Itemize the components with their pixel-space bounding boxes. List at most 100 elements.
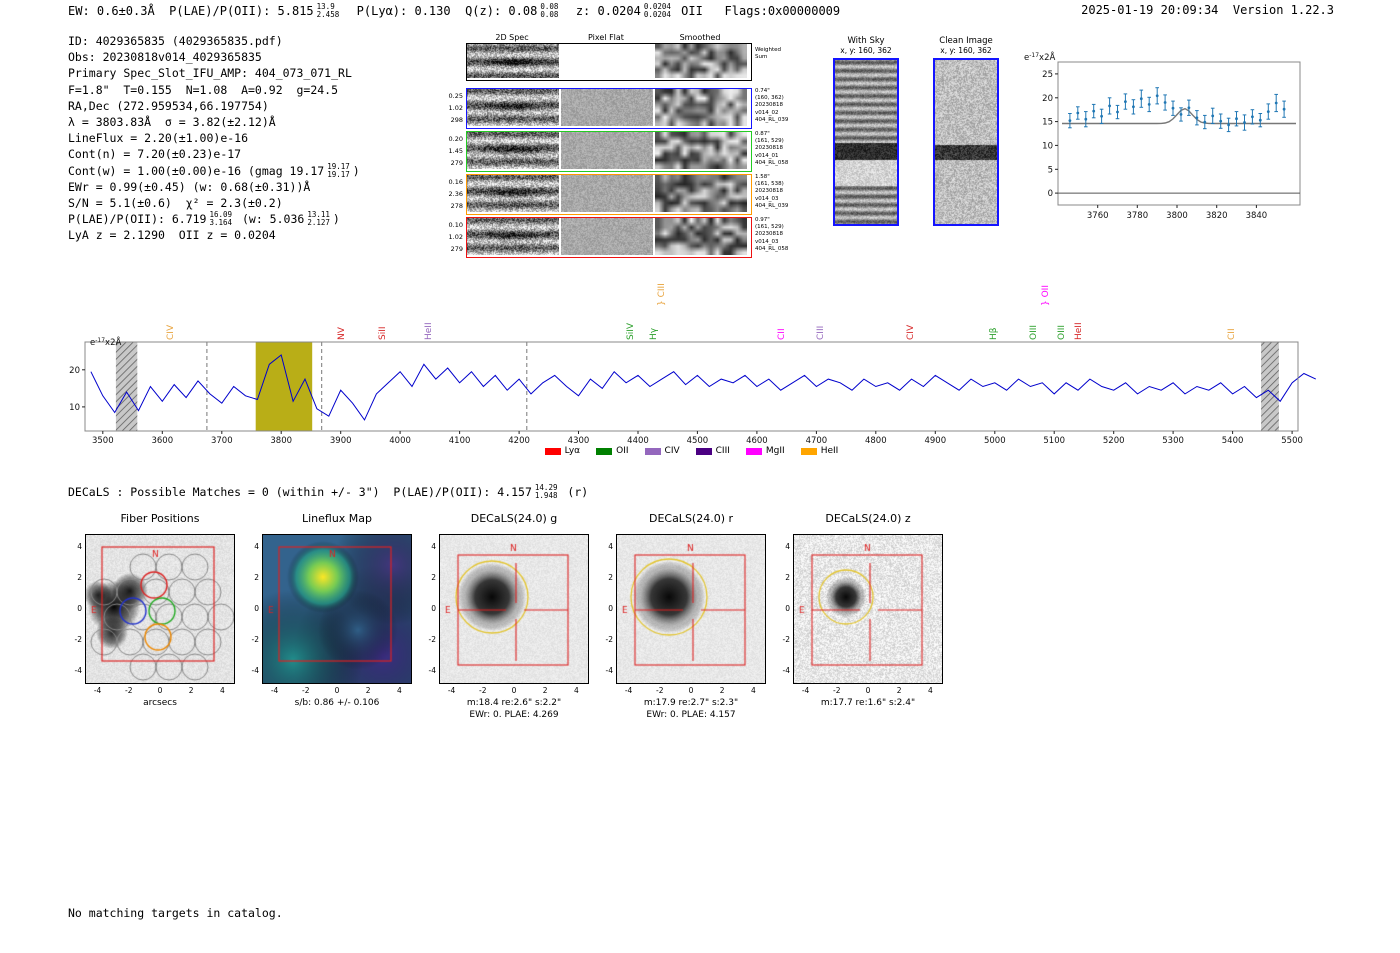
svg-text:4500: 4500 xyxy=(687,436,709,446)
panel-title: DECaLS(24.0) z xyxy=(825,512,911,525)
svg-text:5: 5 xyxy=(1048,165,1053,175)
decals-plae-text: P(LAE)/P(OII): 4.157 xyxy=(393,485,532,499)
decals_z-image xyxy=(794,535,942,683)
2d-spec-row xyxy=(466,217,752,258)
svg-text:5200: 5200 xyxy=(1103,436,1125,446)
svg-text:4100: 4100 xyxy=(449,436,471,446)
y-tick-label: 2 xyxy=(608,572,613,582)
info-line: Primary Spec_Slot_IFU_AMP: 404_073_071_R… xyxy=(68,66,352,81)
cutout-panels-row: Fiber Positions -4 -4 -2 -2 0 0 2 2 4 4 arcsecs Line… xyxy=(0,512,1400,727)
2d-spec-row xyxy=(466,131,752,172)
header-plae: P(LAE)/P(OII): 5.815 xyxy=(169,4,314,18)
decals-band-text: (r) xyxy=(560,485,589,499)
cutout-panel-decals_r: DECaLS(24.0) r -4 -4 -2 -2 0 0 2 2 4 4 m:17.9 re:2.… xyxy=(606,512,766,720)
row-weight-values: 0.25 1.02 298 xyxy=(448,92,463,124)
weighted-smoothed-image xyxy=(655,44,747,78)
header-z-range: 0.0204 0.0204 xyxy=(643,2,671,19)
footer-notes: No matching targets in catalog. Row inte… xyxy=(68,876,283,953)
info-line: Cont(n) = 7.20(±0.23)e-17 xyxy=(68,147,242,162)
svg-text:3760: 3760 xyxy=(1087,211,1109,221)
svg-text:10: 10 xyxy=(69,403,80,413)
svg-text:5300: 5300 xyxy=(1162,436,1184,446)
svg-text:3840: 3840 xyxy=(1246,211,1268,221)
clean-image-panel: Clean Image x, y: 160, 362 xyxy=(928,36,1004,226)
svg-text:3600: 3600 xyxy=(151,436,173,446)
panel-xlabel: m:18.4 re:2.6" s:2.2" xyxy=(466,698,562,708)
smoothed-image xyxy=(655,89,747,126)
emission-line-label: CII xyxy=(1227,328,1237,340)
svg-text:3820: 3820 xyxy=(1206,211,1228,221)
legend-item: HeII xyxy=(800,446,838,456)
svg-text:3700: 3700 xyxy=(211,436,233,446)
info-line: S/N = 5.1(±0.6) χ² = 2.3(±0.2) xyxy=(68,196,283,211)
cutout-panel-decals_g: DECaLS(24.0) g -4 -4 -2 -2 0 0 2 2 4 4 m:18.4 re:2.… xyxy=(429,512,589,720)
y-tick-label: 4 xyxy=(431,541,436,551)
svg-text:5400: 5400 xyxy=(1222,436,1244,446)
x-tick-label: -4 xyxy=(801,686,810,695)
panel-title: Lineflux Map xyxy=(301,512,373,525)
info-line: ID: 4029365835 (4029365835.pdf) xyxy=(68,34,283,48)
y-tick-label: -4 xyxy=(782,666,790,676)
decals-matches-text: DECaLS : Possible Matches = 0 (within +/… xyxy=(68,485,394,499)
panel-plot-box xyxy=(439,534,589,684)
emission-line-label: OIII xyxy=(1057,324,1067,340)
spectrum-legend: Lyα OII CIV CIII MgII HeII xyxy=(85,446,1298,456)
panel-plot-box xyxy=(616,534,766,684)
x-tick-label: -2 xyxy=(125,686,133,695)
legend-label: CIV xyxy=(664,446,680,456)
y-tick-label: 0 xyxy=(608,604,613,613)
x-tick-label: 4 xyxy=(928,686,933,695)
svg-text:3900: 3900 xyxy=(330,436,352,446)
info-line: Obs: 20230818v014_4029365835 xyxy=(68,50,262,65)
row-weight-values: 0.16 2.36 278 xyxy=(448,178,463,210)
emission-line-label: SiIV xyxy=(626,322,636,340)
header-classification: OII xyxy=(673,4,703,18)
detection-info-block: ID: 4029365835 (4029365835.pdf) Obs: 2023… xyxy=(68,33,360,244)
value-range: 13.11 2.127 xyxy=(307,210,330,228)
y-tick-label: 0 xyxy=(431,604,436,613)
svg-text:15: 15 xyxy=(1042,118,1053,128)
x-tick-label: -4 xyxy=(447,686,456,695)
info-line: Cont(w) = 1.00(±0.00)e-16 (gmag 19.17 19.… xyxy=(68,161,360,179)
footer-line: Row intentionally blank. xyxy=(68,951,283,953)
x-tick-label: 4 xyxy=(751,686,756,695)
info-line: RA,Dec (272.959534,66.197754) xyxy=(68,98,269,113)
2d-spec-image xyxy=(467,89,559,126)
header-plya: P(Lyα): 0.130 xyxy=(342,4,466,18)
legend-swatch xyxy=(745,447,762,455)
panel-xlabel: m:17.9 re:2.7" s:2.3" xyxy=(643,698,739,708)
svg-text:20: 20 xyxy=(69,366,80,376)
cutout-panel-decals_z: DECaLS(24.0) z -4 -4 -2 -2 0 0 2 2 4 4 m:17.7 re:1.… xyxy=(783,512,943,708)
cutout-panel-lineflux: Lineflux Map -4 -4 -2 -2 0 0 2 2 4 4 s/b: 0.86 +/- … xyxy=(252,512,412,708)
decals_r-image xyxy=(617,535,765,683)
header-plae-range: 13.9 2.458 xyxy=(316,2,340,19)
footer-line: No matching targets in catalog. xyxy=(68,906,283,920)
emission-line-label: Hγ xyxy=(649,327,659,340)
x-tick-label: 2 xyxy=(896,686,902,695)
info-line: λ = 3803.83Å σ = 3.82(±2.12)Å xyxy=(68,115,276,130)
y-tick-label: 2 xyxy=(431,572,436,582)
svg-text:4000: 4000 xyxy=(389,436,411,446)
smoothed-image xyxy=(655,218,747,255)
with-sky-title: With Sky xyxy=(847,36,885,46)
header-summary-line: EW: 0.6±0.3Å P(LAE)/P(OII): 5.815 13.9 2.… xyxy=(68,3,840,19)
legend-swatch xyxy=(544,447,561,455)
legend-swatch xyxy=(644,447,661,455)
y-tick-label: 0 xyxy=(77,604,82,613)
row-fiber-info: 1.58" (161, 538) 20230818 v014_03 404_RL_039 xyxy=(755,174,789,209)
x-tick-label: 4 xyxy=(574,686,579,695)
panel-xlabel: m:17.7 re:1.6" s:2.4" xyxy=(820,698,916,708)
smoothed-image xyxy=(655,132,747,169)
legend-swatch xyxy=(695,447,712,455)
legend-label: MgII xyxy=(765,446,785,456)
y-tick-label: 2 xyxy=(785,572,790,582)
svg-text:4400: 4400 xyxy=(627,436,649,446)
y-tick-label: -2 xyxy=(251,635,259,645)
header-qz-range: 0.08 0.08 xyxy=(540,2,559,19)
y-tick-label: -4 xyxy=(74,666,82,676)
2d-spec-image xyxy=(467,218,559,255)
full-spectrum-plot: 3500 3600 3700 3800 3900 4000 4100 4200 4300 4400… xyxy=(69,336,1317,446)
y-tick-label: -2 xyxy=(782,635,790,645)
cutout-panel-fiber: Fiber Positions -4 -4 -2 -2 0 0 2 2 4 4 arcsecs xyxy=(75,512,235,708)
